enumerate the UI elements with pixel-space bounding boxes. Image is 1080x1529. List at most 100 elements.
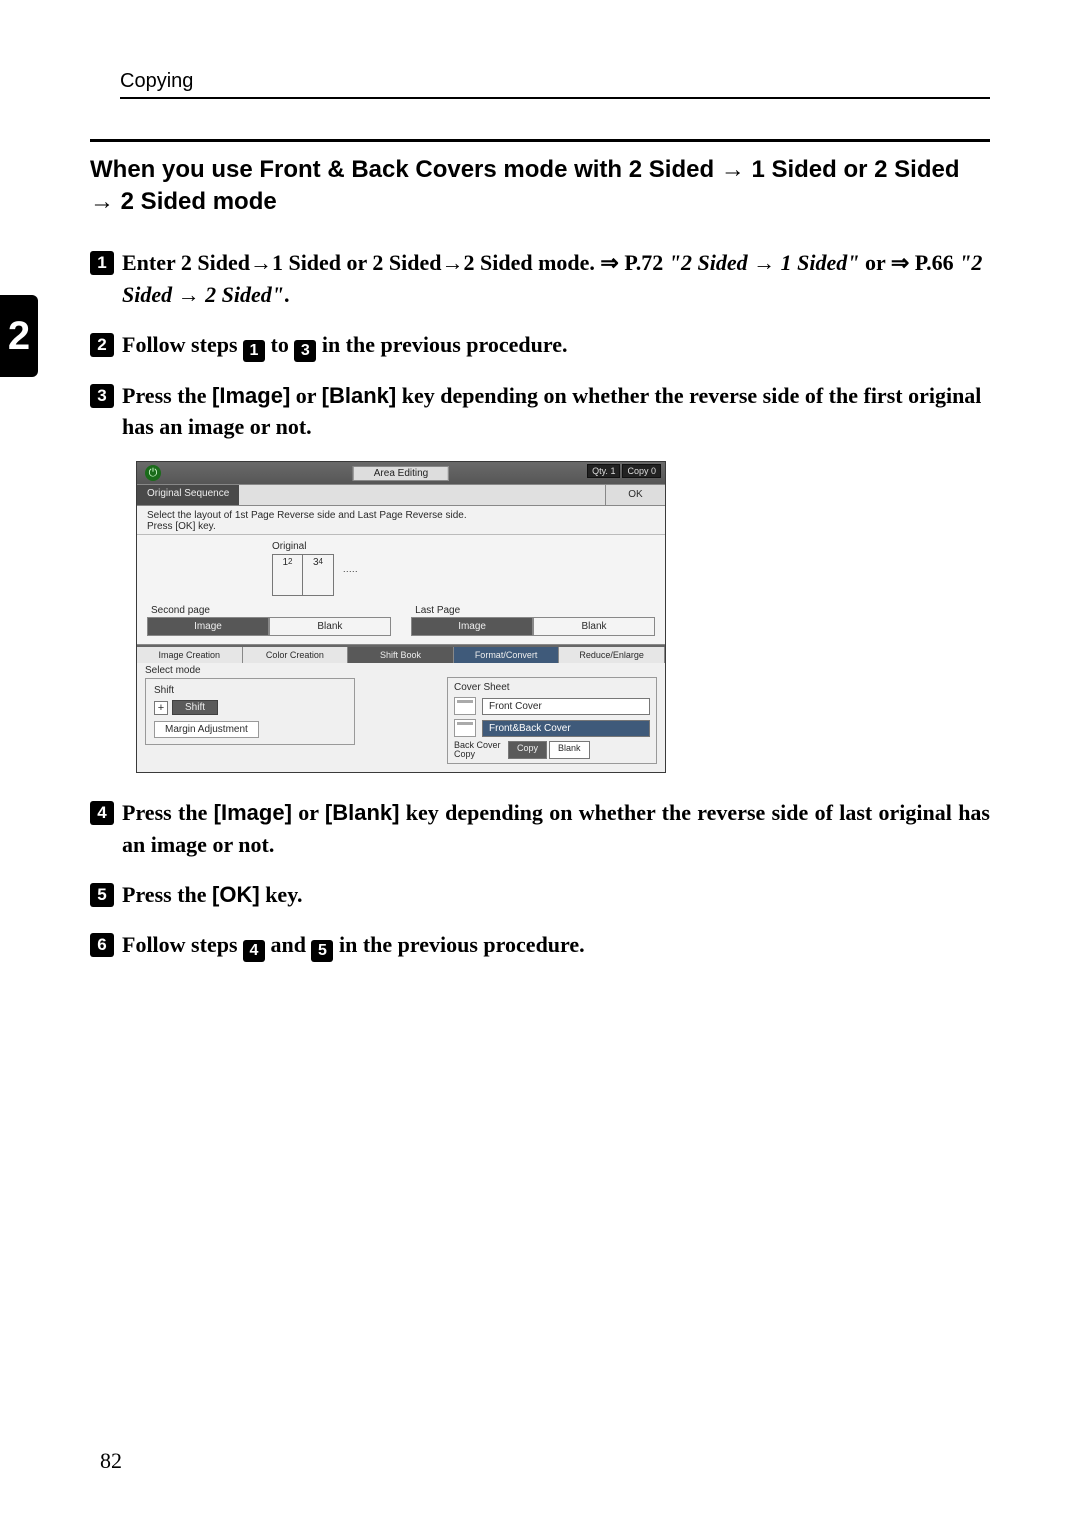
key-image: [Image] [214,800,292,825]
t: and [265,932,311,957]
step-number-icon: 4 [90,801,114,825]
last-page-label: Last Page [411,604,655,618]
step-2-body: Follow steps 1 to 3 in the previous proc… [122,329,568,362]
t: 1 Sided" [775,250,859,275]
key-ok: [OK] [212,882,260,907]
step-number-icon: 2 [90,333,114,357]
front-cover-button[interactable]: Front Cover [482,698,650,715]
title-part-c: 2 Sided mode [114,188,277,215]
key-blank: [Blank] [322,383,397,408]
step-number-icon: 3 [90,384,114,408]
tab-image-creation[interactable]: Image Creation [137,647,243,663]
step-3-body: Press the [Image] or [Blank] key dependi… [122,380,990,444]
t: key. [260,882,303,907]
page-number: 82 [100,1448,122,1474]
step-4-body: Press the [Image] or [Blank] key dependi… [122,797,990,861]
t: 1 Sided or 2 Sided [272,250,442,275]
arrow-ref-1: ⇒ [600,250,618,275]
screen-titlebar: ⏻ Area Editing Qty. 1 Copy 0 [137,462,665,484]
step-3: 3 Press the [Image] or [Blank] key depen… [90,380,990,444]
tab-shift-book[interactable]: Shift Book [348,647,454,663]
original-label: Original [272,541,306,552]
power-icon: ⏻ [145,465,161,481]
screen-hint: Select the layout of 1st Page Reverse si… [137,506,665,535]
ellipsis-icon: ····· [343,552,358,576]
shift-group: Shift + Shift Margin Adjustment [145,678,355,745]
arrow-ref-2: ⇒ [891,250,909,275]
t: in the previous procedure. [333,932,584,957]
arrow-1: → [721,156,745,183]
ref-page: P.72 [619,250,669,275]
tab-color-creation[interactable]: Color Creation [243,647,349,663]
bottom-tabs: Image Creation Color Creation Shift Book… [137,645,665,663]
step-1-body: Enter 2 Sided→1 Sided or 2 Sided→2 Sided… [122,247,990,311]
select-mode-label: Select mode [145,665,355,676]
header-rule [120,97,990,99]
tab-format-convert[interactable]: Format/Convert [454,647,560,663]
last-page-image-button[interactable]: Image [411,618,533,636]
t: . [284,282,290,307]
t: Press the [122,383,212,408]
device-screenshot: ⏻ Area Editing Qty. 1 Copy 0 Original Se… [136,461,666,773]
second-page-image-button[interactable]: Image [147,618,269,636]
step-6: 6 Follow steps 4 and 5 in the previous p… [90,929,990,962]
t: Press the [122,882,212,907]
step-4: 4 Press the [Image] or [Blank] key depen… [90,797,990,861]
second-page-blank-button[interactable]: Blank [269,618,391,636]
step-5: 5 Press the [OK] key. [90,879,990,911]
shift-indicator-icon: + [154,701,168,715]
inline-step-ref-icon: 3 [294,340,316,362]
t: 2 Sided" [200,282,284,307]
t: or [290,383,321,408]
front-back-cover-button[interactable]: Front&Back Cover [482,720,650,737]
qty-counter: Qty. 1 [587,464,620,478]
inline-step-ref-icon: 4 [243,940,265,962]
arrow-2: → [90,188,114,215]
shift-button[interactable]: Shift [172,700,218,715]
back-cover-copy-button[interactable]: Copy [508,741,547,759]
title-part-b: 1 Sided or 2 Sided [745,156,960,183]
running-head: Copying [120,70,990,93]
front-back-cover-icon [454,719,476,737]
t: 2 Sided mode. [464,250,601,275]
step-number-icon: 5 [90,883,114,907]
margin-adjustment-button[interactable]: Margin Adjustment [154,721,259,738]
chapter-tab: 2 [0,295,38,377]
ok-button[interactable]: OK [605,485,665,505]
arrow-3: → [250,250,272,275]
arrow-6: → [178,282,200,307]
copy-counter: Copy 0 [622,464,661,478]
step-1: 1 Enter 2 Sided→1 Sided or 2 Sided→2 Sid… [90,247,990,311]
t: Select the layout of 1st Page Reverse si… [147,510,657,521]
back-cover-label: Back Cover Copy [454,741,506,759]
t: in the previous procedure. [316,332,567,357]
key-image: [Image] [212,383,290,408]
step-2: 2 Follow steps 1 to 3 in the previous pr… [90,329,990,362]
inline-step-ref-icon: 1 [243,340,265,362]
t: Enter 2 Sided [122,250,250,275]
arrow-4: → [442,250,464,275]
step-6-body: Follow steps 4 and 5 in the previous pro… [122,929,585,962]
original-sequence-tab[interactable]: Original Sequence [137,485,239,505]
t: Follow steps [122,332,243,357]
step-number-icon: 1 [90,251,114,275]
t: Press the [122,800,214,825]
second-page-label: Second page [147,604,391,618]
shift-group-label: Shift [154,685,346,696]
cover-sheet-label: Cover Sheet [454,682,650,693]
back-cover-blank-button[interactable]: Blank [549,741,590,759]
cover-sheet-group: Cover Sheet Front Cover Front&Back Cover… [447,677,657,764]
original-pages-icon: 12 34 [272,554,334,596]
t: Follow steps [122,932,243,957]
screen-title: Area Editing [353,466,449,481]
last-page-blank-button[interactable]: Blank [533,618,655,636]
step-number-icon: 6 [90,933,114,957]
inline-step-ref-icon: 5 [311,940,333,962]
t: "2 Sided [669,250,753,275]
t: to [265,332,294,357]
tab-reduce-enlarge[interactable]: Reduce/Enlarge [559,647,665,663]
t: Press [OK] key. [147,521,657,532]
section-title: When you use Front & Back Covers mode wi… [90,154,990,219]
t: or [859,250,890,275]
front-cover-icon [454,697,476,715]
